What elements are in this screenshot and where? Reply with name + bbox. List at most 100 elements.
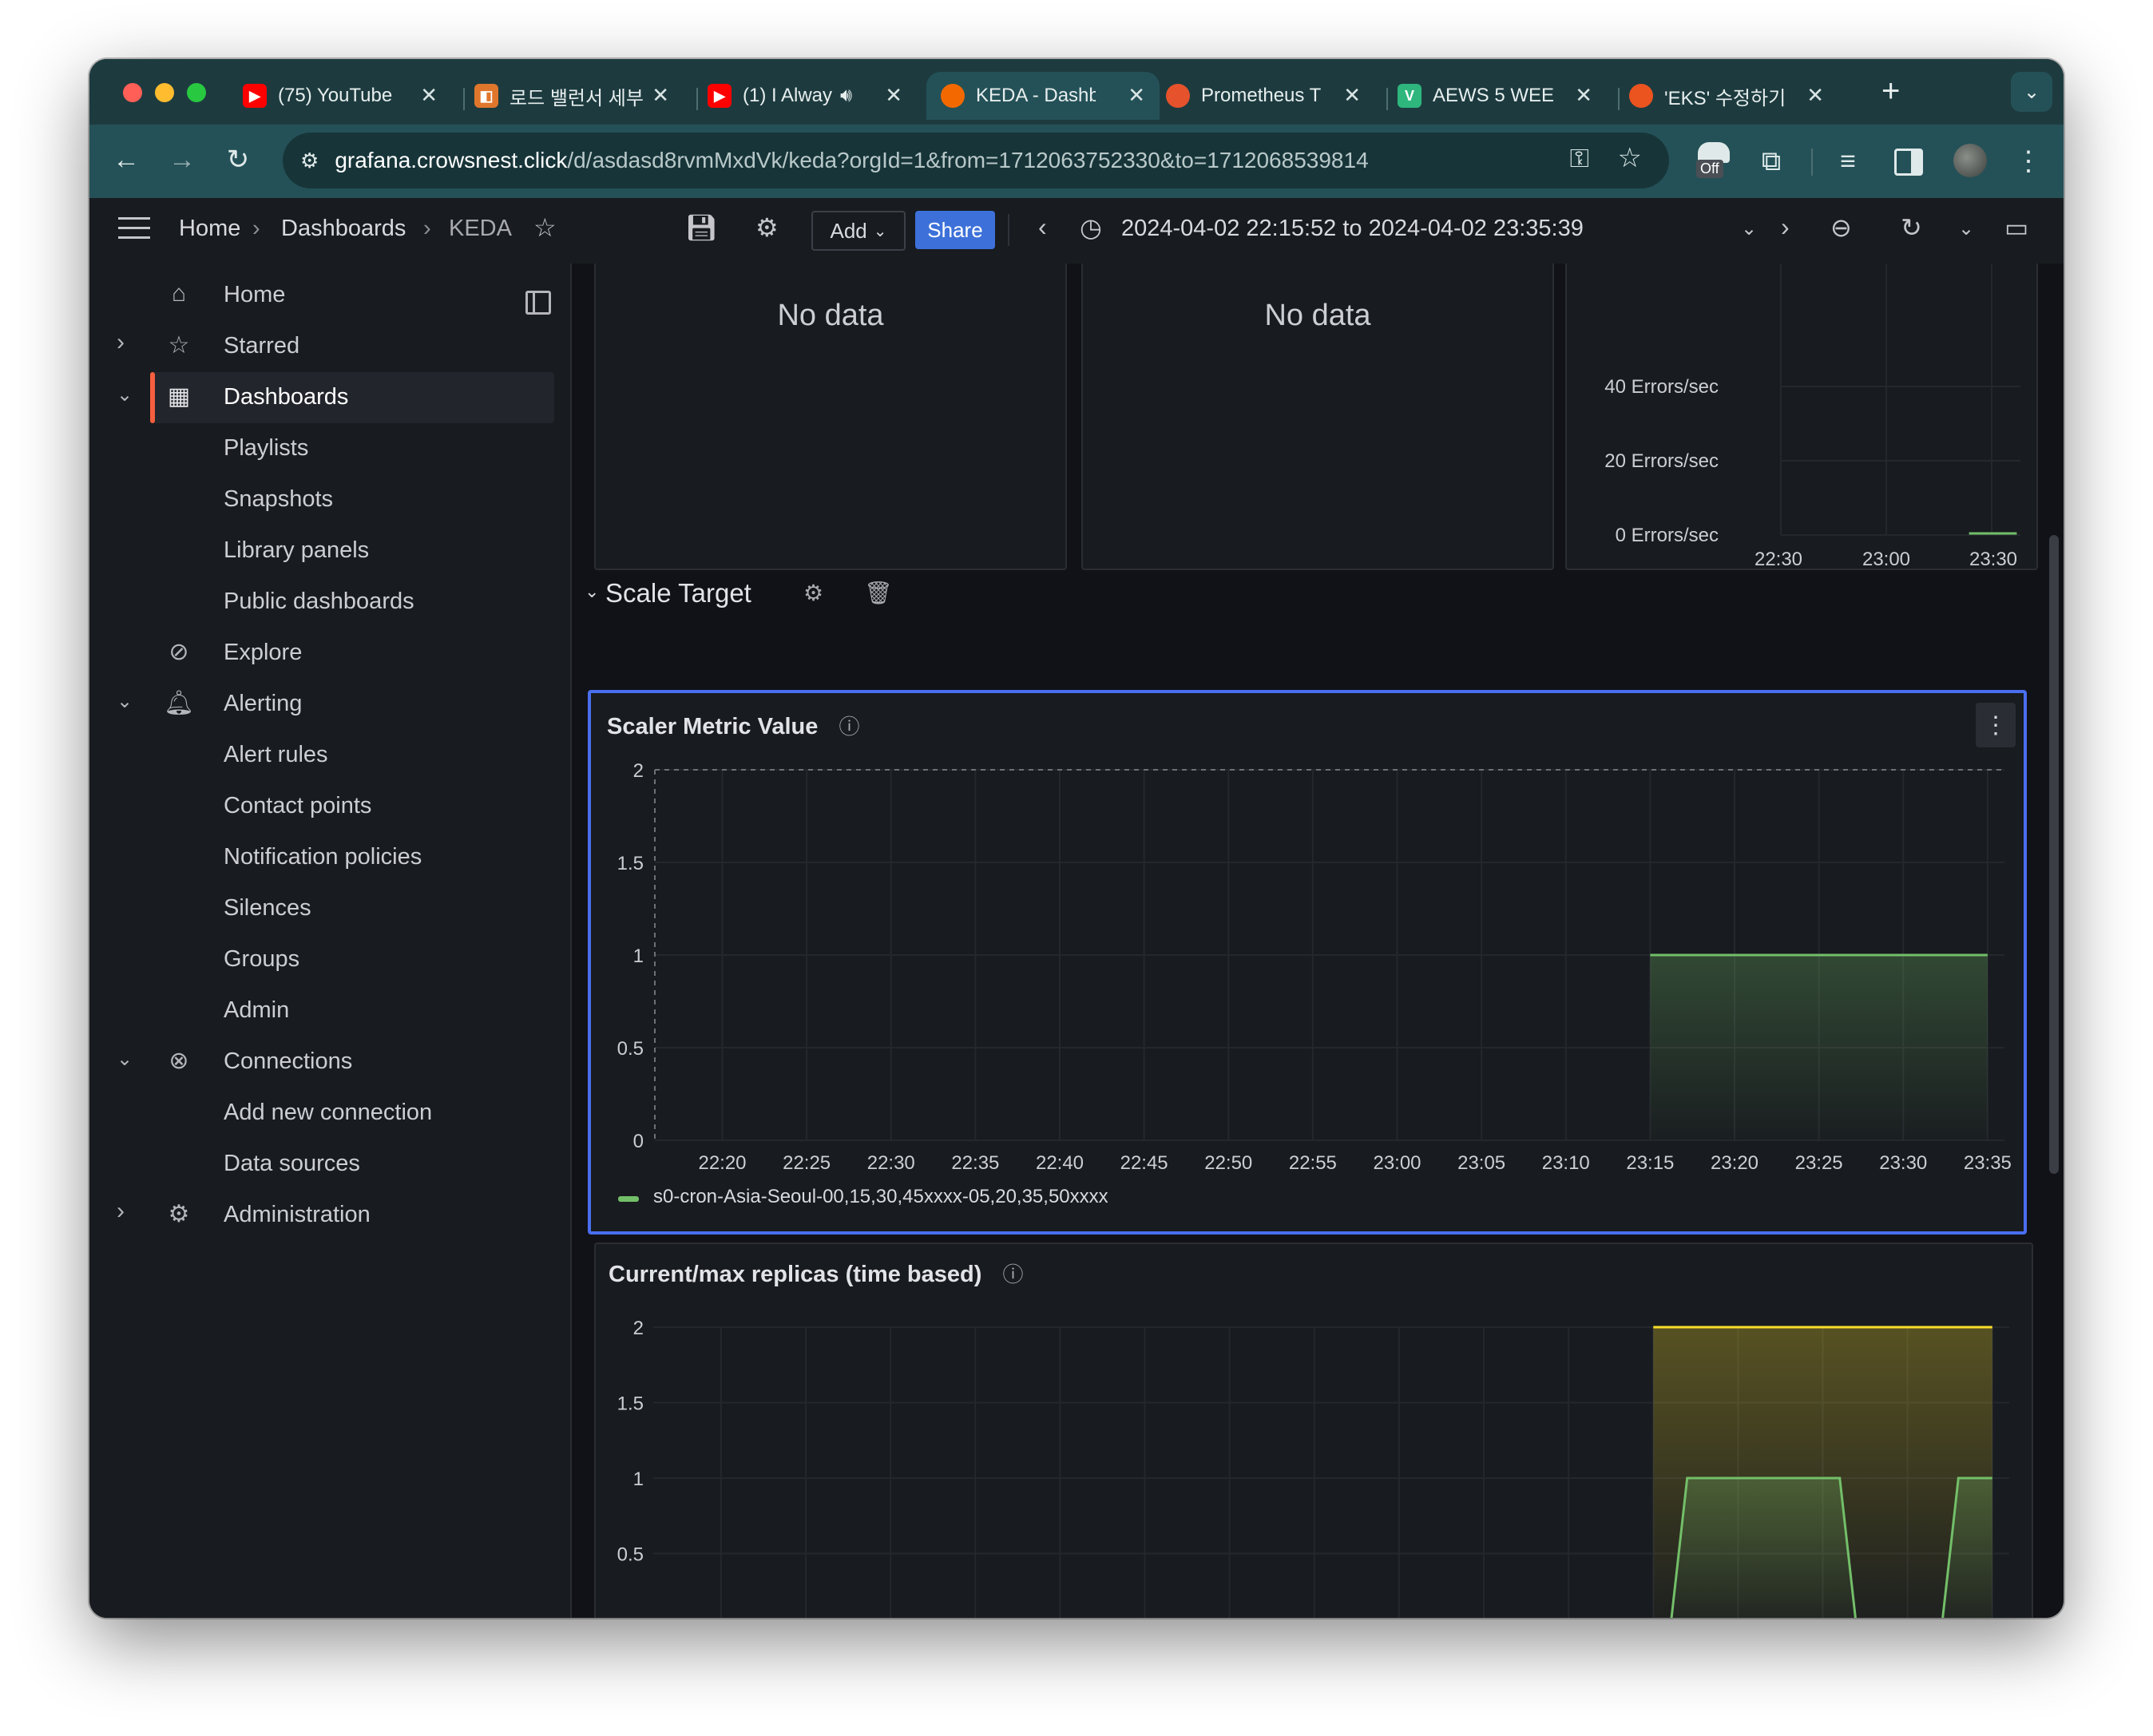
chevron-right-icon[interactable]: › (117, 329, 125, 355)
sidebar-item-explore[interactable]: ⊘ Explore (89, 628, 570, 677)
row-settings-icon[interactable]: ⚙ (803, 581, 824, 605)
browser-tab[interactable]: KEDA - Dashb ✕ (926, 72, 1160, 120)
panel-scaler-metric-value[interactable]: Scaler Metric Value ⓘ ⋮ 0 0.5 1 1.5 2 22:20 22… (588, 690, 2027, 1235)
close-tab-icon[interactable]: ✕ (1806, 83, 1824, 107)
sidebar-item-label: Library panels (224, 537, 370, 563)
panel-menu-button[interactable]: ⋮ (1976, 703, 2016, 747)
profile-avatar[interactable] (1953, 144, 1987, 177)
extension-toggle[interactable]: Off (1695, 141, 1735, 180)
close-tab-icon[interactable]: ✕ (1575, 83, 1592, 107)
sidebar-item-playlists[interactable]: Playlists (89, 423, 570, 473)
clock-icon: ◷ (1080, 213, 1102, 242)
dashboard-settings-icon[interactable]: ⚙ (755, 213, 779, 242)
info-icon[interactable]: ⓘ (1002, 1262, 1024, 1286)
address-bar[interactable]: ⚙ grafana.crowsnest.click/d/asdasd8rvmMx… (283, 133, 1669, 188)
sidebar-item-home[interactable]: ⌂ Home (89, 270, 570, 319)
zoom-out-icon[interactable]: ⊖ (1830, 213, 1852, 242)
sidebar-item-silences[interactable]: Silences (89, 883, 570, 933)
scrollbar[interactable] (2049, 535, 2059, 1174)
panel-current-max-replicas[interactable]: Current/max replicas (time based) ⓘ 0 0.5… (594, 1243, 2033, 1618)
sidebar-item-alerting[interactable]: ⌄ 🔔︎ Alerting (89, 679, 570, 728)
x-tick-label: 22:45 (1120, 1152, 1168, 1174)
time-shift-back-button[interactable]: ‹ (1038, 212, 1047, 241)
tab-title: 'EKS' 수정하기 (1664, 87, 1786, 109)
connections-icon: ⊗ (169, 1047, 189, 1074)
sidebar-item-connections[interactable]: ⌄ ⊗ Connections (89, 1036, 570, 1086)
chevron-down-icon[interactable]: ⌄ (117, 384, 133, 406)
time-shift-forward-button[interactable]: › (1781, 212, 1790, 241)
browser-tab[interactable]: V AEWS 5 WEE ✕ (1398, 72, 1607, 120)
sidebar-item-data-sources[interactable]: Data sources (89, 1139, 570, 1188)
sidebar-item-dashboards[interactable]: ⌄ ▦ Dashboards (89, 372, 570, 423)
panel-errors-per-sec[interactable]: 0 Errors/sec 20 Errors/sec 40 Errors/sec 22… (1565, 264, 2038, 570)
sidebar-item-notification-policies[interactable]: Notification policies (89, 832, 570, 882)
speaker-icon[interactable]: 🔊︎ (840, 85, 853, 106)
tab-separator (463, 88, 465, 110)
sidebar-item-public-dashboards[interactable]: Public dashboards (89, 577, 570, 626)
close-tab-icon[interactable]: ✕ (1128, 83, 1145, 107)
sidebar-item-snapshots[interactable]: Snapshots (89, 474, 570, 524)
add-button[interactable]: Add ⌄ (811, 211, 906, 251)
minimize-window-button[interactable] (155, 83, 174, 102)
sidebar-item-library-panels[interactable]: Library panels (89, 525, 570, 575)
side-panel-button[interactable] (1894, 149, 1923, 176)
media-controls-button[interactable]: ≡ (1830, 144, 1866, 179)
legend-label: s0-cron-Asia-Seoul-00,15,30,45xxxx-05,20… (653, 1186, 1108, 1207)
sidebar-item-label: Playlists (224, 435, 309, 461)
mega-menu-button[interactable] (118, 217, 150, 241)
close-tab-icon[interactable]: ✕ (885, 83, 902, 107)
info-icon[interactable]: ⓘ (839, 715, 860, 739)
tab-search-button[interactable]: ⌄ (2011, 72, 2052, 112)
close-tab-icon[interactable]: ✕ (420, 83, 438, 107)
sidebar-item-groups[interactable]: Groups (89, 934, 570, 984)
y-tick-label: 2 (633, 1318, 644, 1339)
close-tab-icon[interactable]: ✕ (1343, 83, 1361, 107)
maximize-window-button[interactable] (187, 83, 206, 102)
reload-button[interactable]: ↻ (222, 144, 254, 176)
extensions-button[interactable]: ⧉ (1754, 144, 1789, 179)
breadcrumb-home[interactable]: Home (179, 216, 241, 241)
chevron-down-icon[interactable]: ⌄ (117, 1048, 133, 1070)
row-header[interactable]: ⌄ Scale Target ⚙ 🗑︎ (585, 572, 1064, 615)
chevron-down-icon[interactable]: ⌄ (1958, 218, 1975, 240)
x-tick-label: 23:30 (1969, 549, 2017, 569)
share-button[interactable]: Share (915, 211, 995, 249)
panel-no-data-2[interactable]: No data (1081, 264, 1554, 570)
chevron-down-icon[interactable]: ⌄ (1741, 218, 1758, 240)
bookmark-star-icon[interactable]: ☆ (1617, 143, 1642, 173)
save-dashboard-icon[interactable]: 💾︎ (685, 213, 718, 242)
tv-mode-icon[interactable]: ▭ (2004, 213, 2029, 242)
sidebar-item-alert-rules[interactable]: Alert rules (89, 730, 570, 779)
browser-menu-button[interactable]: ⋮ (2012, 144, 2044, 179)
new-tab-button[interactable]: + (1881, 73, 1901, 109)
forward-button[interactable]: → (166, 144, 198, 176)
back-button[interactable]: ← (110, 144, 142, 176)
browser-tab[interactable]: 'EKS' 수정하기 ✕ (1629, 72, 1838, 120)
panel-no-data-1[interactable]: No data (594, 264, 1067, 570)
y-tick-label: 40 Errors/sec (1604, 376, 1719, 398)
browser-tab[interactable]: ▶ (75) YouTube ✕ (243, 72, 452, 120)
chevron-right-icon[interactable]: › (117, 1198, 125, 1224)
sidebar-item-starred[interactable]: › ☆ Starred (89, 321, 570, 371)
sidebar-item-contact-points[interactable]: Contact points (89, 781, 570, 830)
key-icon[interactable]: ⚿ (1569, 144, 1589, 172)
dock-menu-icon[interactable] (525, 291, 551, 315)
sidebar-item-administration[interactable]: › ⚙ Administration (89, 1190, 570, 1239)
chevron-down-icon[interactable]: ⌄ (117, 691, 133, 712)
site-settings-icon[interactable]: ⚙ (300, 148, 319, 172)
browser-tab[interactable]: Prometheus T ✕ (1166, 72, 1375, 120)
x-tick-label: 23:00 (1862, 549, 1910, 569)
tab-title: (75) YouTube (278, 85, 393, 106)
close-window-button[interactable] (123, 83, 142, 102)
browser-tab[interactable]: ▶ (1) I Alway 🔊︎ ✕ (708, 72, 917, 120)
sidebar-item-label: Notification policies (224, 844, 422, 870)
row-delete-icon[interactable]: 🗑︎ (864, 581, 893, 605)
breadcrumb-dashboards[interactable]: Dashboards (281, 216, 406, 241)
browser-tab[interactable]: ◧ 로드 밸런서 세부 ✕ (474, 72, 684, 120)
time-range-picker[interactable]: 2024-04-02 22:15:52 to 2024-04-02 23:35:… (1121, 216, 1584, 241)
close-tab-icon[interactable]: ✕ (652, 83, 669, 107)
star-dashboard-icon[interactable]: ☆ (533, 213, 557, 242)
refresh-icon[interactable]: ↻ (1901, 213, 1922, 242)
sidebar-item-admin[interactable]: Admin (89, 985, 570, 1035)
sidebar-item-add-new-connection[interactable]: Add new connection (89, 1088, 570, 1137)
